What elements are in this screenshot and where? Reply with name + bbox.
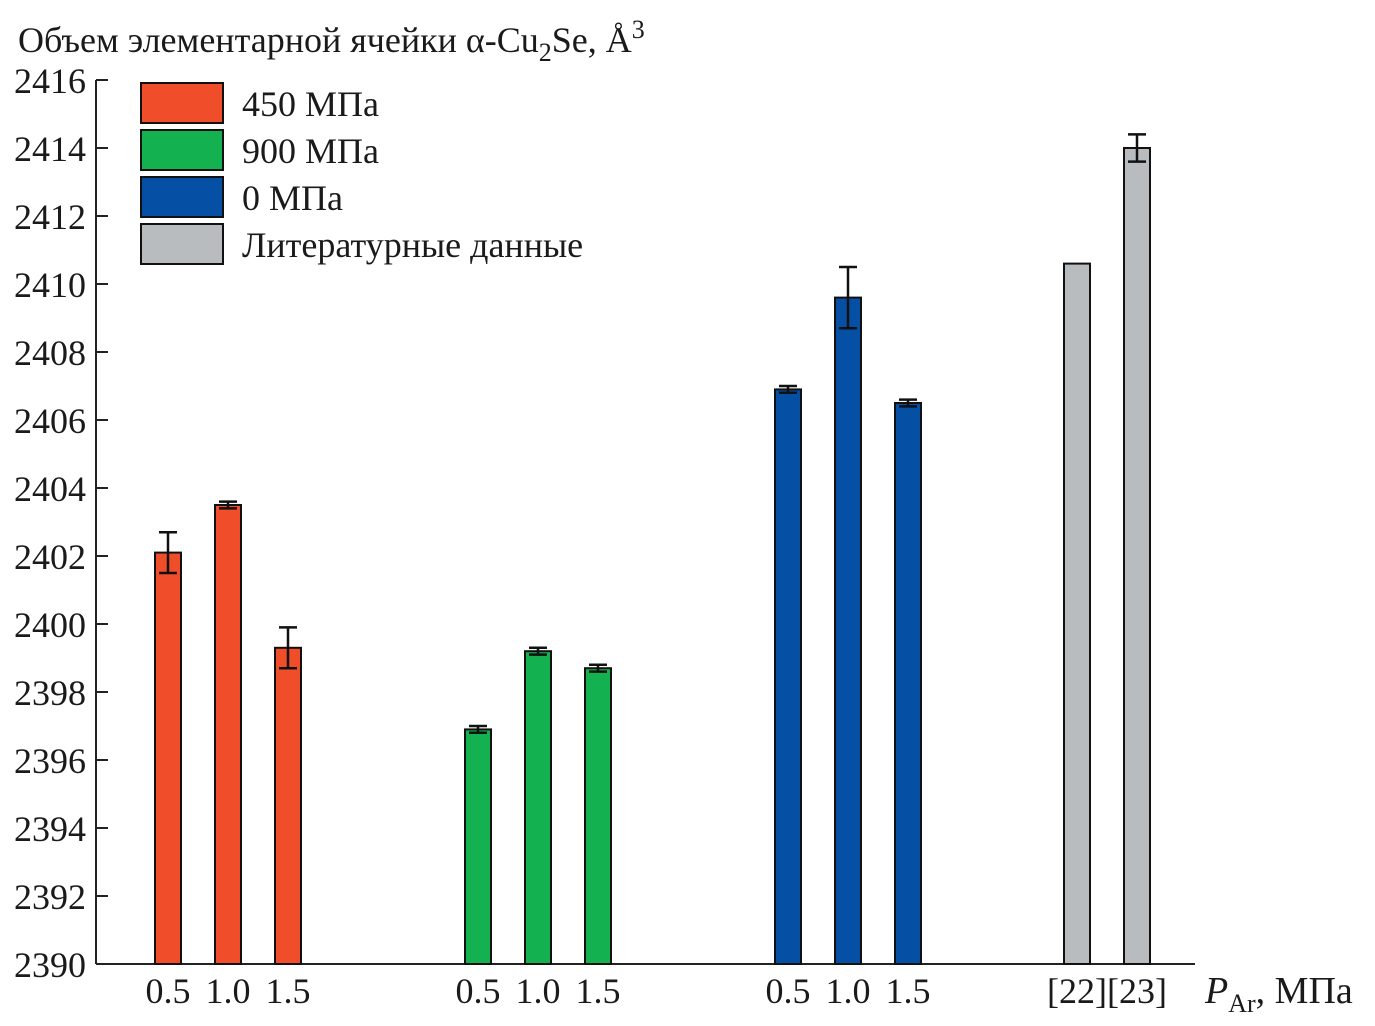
error-bar xyxy=(779,384,797,395)
bar xyxy=(894,402,922,965)
y-tick-label: 2408 xyxy=(14,333,86,373)
error-bar xyxy=(899,398,917,408)
y-tick-label: 2398 xyxy=(14,673,86,713)
y-tick-label: 2396 xyxy=(14,741,86,781)
bar xyxy=(834,296,862,966)
y-tick-label: 2414 xyxy=(14,129,86,169)
bar xyxy=(214,504,242,965)
error-bar xyxy=(279,626,297,670)
x-tick-label: 0.5 xyxy=(766,971,811,1011)
error-bar xyxy=(589,663,607,673)
error-bar xyxy=(839,265,857,330)
bar xyxy=(154,551,182,965)
error-bar xyxy=(469,724,487,735)
bar xyxy=(1123,147,1151,965)
error-bar xyxy=(219,500,237,510)
bar xyxy=(1063,262,1091,966)
x-tick-label: 1.5 xyxy=(266,971,311,1011)
y-tick-label: 2400 xyxy=(14,605,86,645)
y-tick-label: 2412 xyxy=(14,197,86,237)
legend-swatch xyxy=(140,129,224,171)
bar xyxy=(584,667,612,965)
y-tick-label: 2392 xyxy=(14,877,86,917)
x-tick-label: [22] xyxy=(1047,971,1107,1011)
legend-label: 900 МПа xyxy=(242,131,379,171)
x-tick-label: 1.0 xyxy=(516,971,561,1011)
x-tick-label: 1.0 xyxy=(206,971,251,1011)
y-axis-label: Объем элементарной ячейки α-Cu2Se, Å3 xyxy=(18,15,645,67)
legend-swatch xyxy=(140,82,224,124)
bar xyxy=(274,646,302,965)
y-tick-label: 2404 xyxy=(14,469,86,509)
error-bar xyxy=(529,646,547,656)
error-bar xyxy=(1128,133,1146,163)
y-tick-label: 2416 xyxy=(14,61,86,101)
bar xyxy=(464,728,492,966)
error-bar xyxy=(159,530,177,575)
legend-label: 0 МПа xyxy=(242,178,343,218)
x-tick-label: 1.5 xyxy=(886,971,931,1011)
x-tick-label: [23] xyxy=(1107,971,1167,1011)
x-tick-label: 0.5 xyxy=(146,971,191,1011)
y-tick-label: 2394 xyxy=(14,809,86,849)
x-tick-label: 1.0 xyxy=(826,971,871,1011)
bar xyxy=(774,388,802,965)
bar xyxy=(524,650,552,965)
y-tick-label: 2402 xyxy=(14,537,86,577)
legend-swatch xyxy=(140,223,224,265)
legend-label: 450 МПа xyxy=(242,84,379,124)
x-tick-label: 0.5 xyxy=(456,971,501,1011)
x-tick-label: 1.5 xyxy=(576,971,621,1011)
legend-label: Литературные данные xyxy=(242,225,583,265)
legend-swatch xyxy=(140,176,224,218)
y-tick-label: 2406 xyxy=(14,401,86,441)
y-tick-label: 2390 xyxy=(14,945,86,985)
y-tick-label: 2410 xyxy=(14,265,86,305)
x-axis-label: PAr, МПа xyxy=(1204,970,1353,1018)
